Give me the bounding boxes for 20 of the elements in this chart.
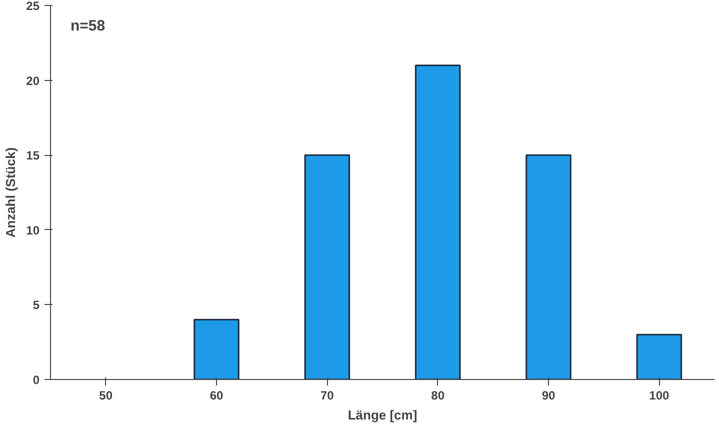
- x-tick-label: 90: [542, 388, 556, 402]
- x-tick-label: 60: [210, 388, 224, 402]
- annotation: n=58: [70, 18, 106, 34]
- y-tick-label: 10: [26, 223, 40, 238]
- bar: [304, 154, 350, 380]
- bar: [526, 154, 572, 380]
- bar: [194, 318, 240, 380]
- y-tick-label: 25: [26, 0, 40, 13]
- bar: [414, 64, 461, 380]
- x-axis-title: Länge [cm]: [348, 408, 418, 422]
- x-tick-label: 70: [320, 388, 334, 402]
- x-tick-label: 100: [649, 388, 670, 402]
- y-tick-label: 0: [32, 373, 40, 387]
- x-tick-label: 80: [431, 388, 445, 402]
- y-axis-title: Anzahl (Stück): [3, 147, 18, 238]
- y-tick-label: 5: [32, 298, 40, 312]
- x-tick-label: 50: [99, 388, 113, 402]
- y-tick-label: 20: [26, 74, 40, 88]
- y-tick-label: 15: [26, 148, 40, 163]
- bar: [636, 334, 682, 380]
